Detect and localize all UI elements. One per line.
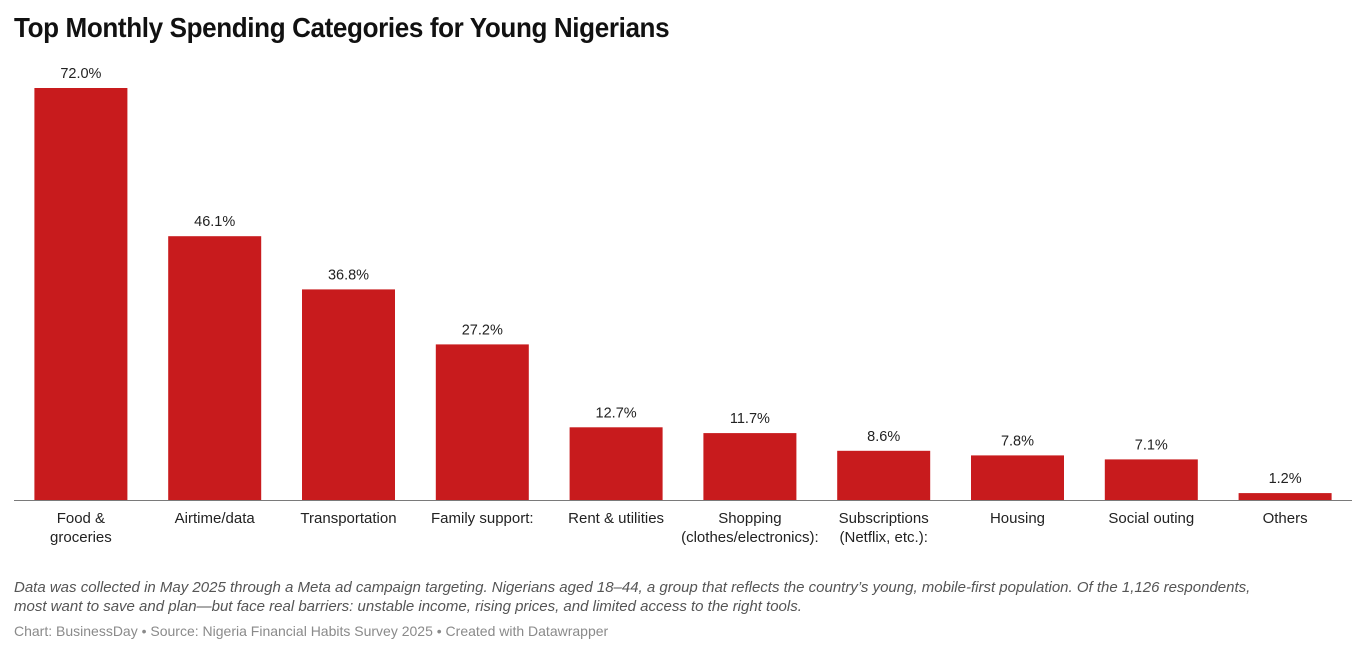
x-tick-label: Family support: [431, 510, 534, 527]
bar [1238, 493, 1332, 500]
chart-notes: Data was collected in May 2025 through a… [14, 578, 1354, 616]
bar [703, 433, 797, 501]
chart-credit: Chart: BusinessDay • Source: Nigeria Fin… [14, 623, 609, 639]
bar-value-label: 1.2% [1269, 471, 1302, 487]
bar [971, 455, 1064, 500]
notes-line-1: Data was collected in May 2025 through a… [14, 579, 1251, 596]
bars-group [34, 88, 1332, 501]
x-tick-label: Subscriptions (Netflix, etc.): [839, 510, 929, 546]
x-tick-label: Transportation [300, 510, 396, 527]
bar-value-label: 11.7% [730, 411, 770, 427]
bar-value-label: 72.0% [60, 66, 101, 82]
value-labels-group: 72.0% 46.1% 36.8% 27.2% 12.7% 11.7% 8.6% 7.8% 7.… [60, 66, 1301, 487]
x-tick-label: Housing [990, 510, 1045, 527]
bar-value-label: 27.2% [462, 322, 503, 338]
bar [302, 289, 395, 500]
bar [435, 344, 529, 500]
bar [1104, 459, 1198, 500]
bar [837, 450, 931, 500]
x-tick-label: Shopping (clothes/electronics): [681, 510, 819, 546]
x-tick-label: Others [1263, 510, 1308, 527]
bar [168, 236, 262, 500]
notes-line-2: most want to save and plan—but face real… [14, 598, 802, 615]
bar-value-label: 7.1% [1135, 437, 1168, 453]
bar-value-label: 36.8% [328, 267, 369, 283]
x-tick-label: Food & groceries [50, 510, 112, 546]
bar-value-label: 8.6% [867, 429, 900, 445]
x-tick-label: Airtime/data [175, 510, 256, 527]
chart-title: Top Monthly Spending Categories for Youn… [14, 12, 670, 43]
bar-value-label: 46.1% [194, 214, 235, 230]
bar-value-label: 7.8% [1001, 433, 1034, 449]
category-labels-group: Food & groceries Airtime/data Transportatio… [50, 510, 1308, 546]
bar-value-label: 12.7% [596, 405, 637, 421]
bar [569, 427, 663, 500]
x-tick-label: Social outing [1108, 510, 1194, 527]
bar-chart: 72.0% 46.1% 36.8% 27.2% 12.7% 11.7% 8.6% 7.8% 7.… [14, 66, 1352, 546]
x-tick-label: Rent & utilities [568, 510, 664, 527]
bar [34, 88, 128, 500]
